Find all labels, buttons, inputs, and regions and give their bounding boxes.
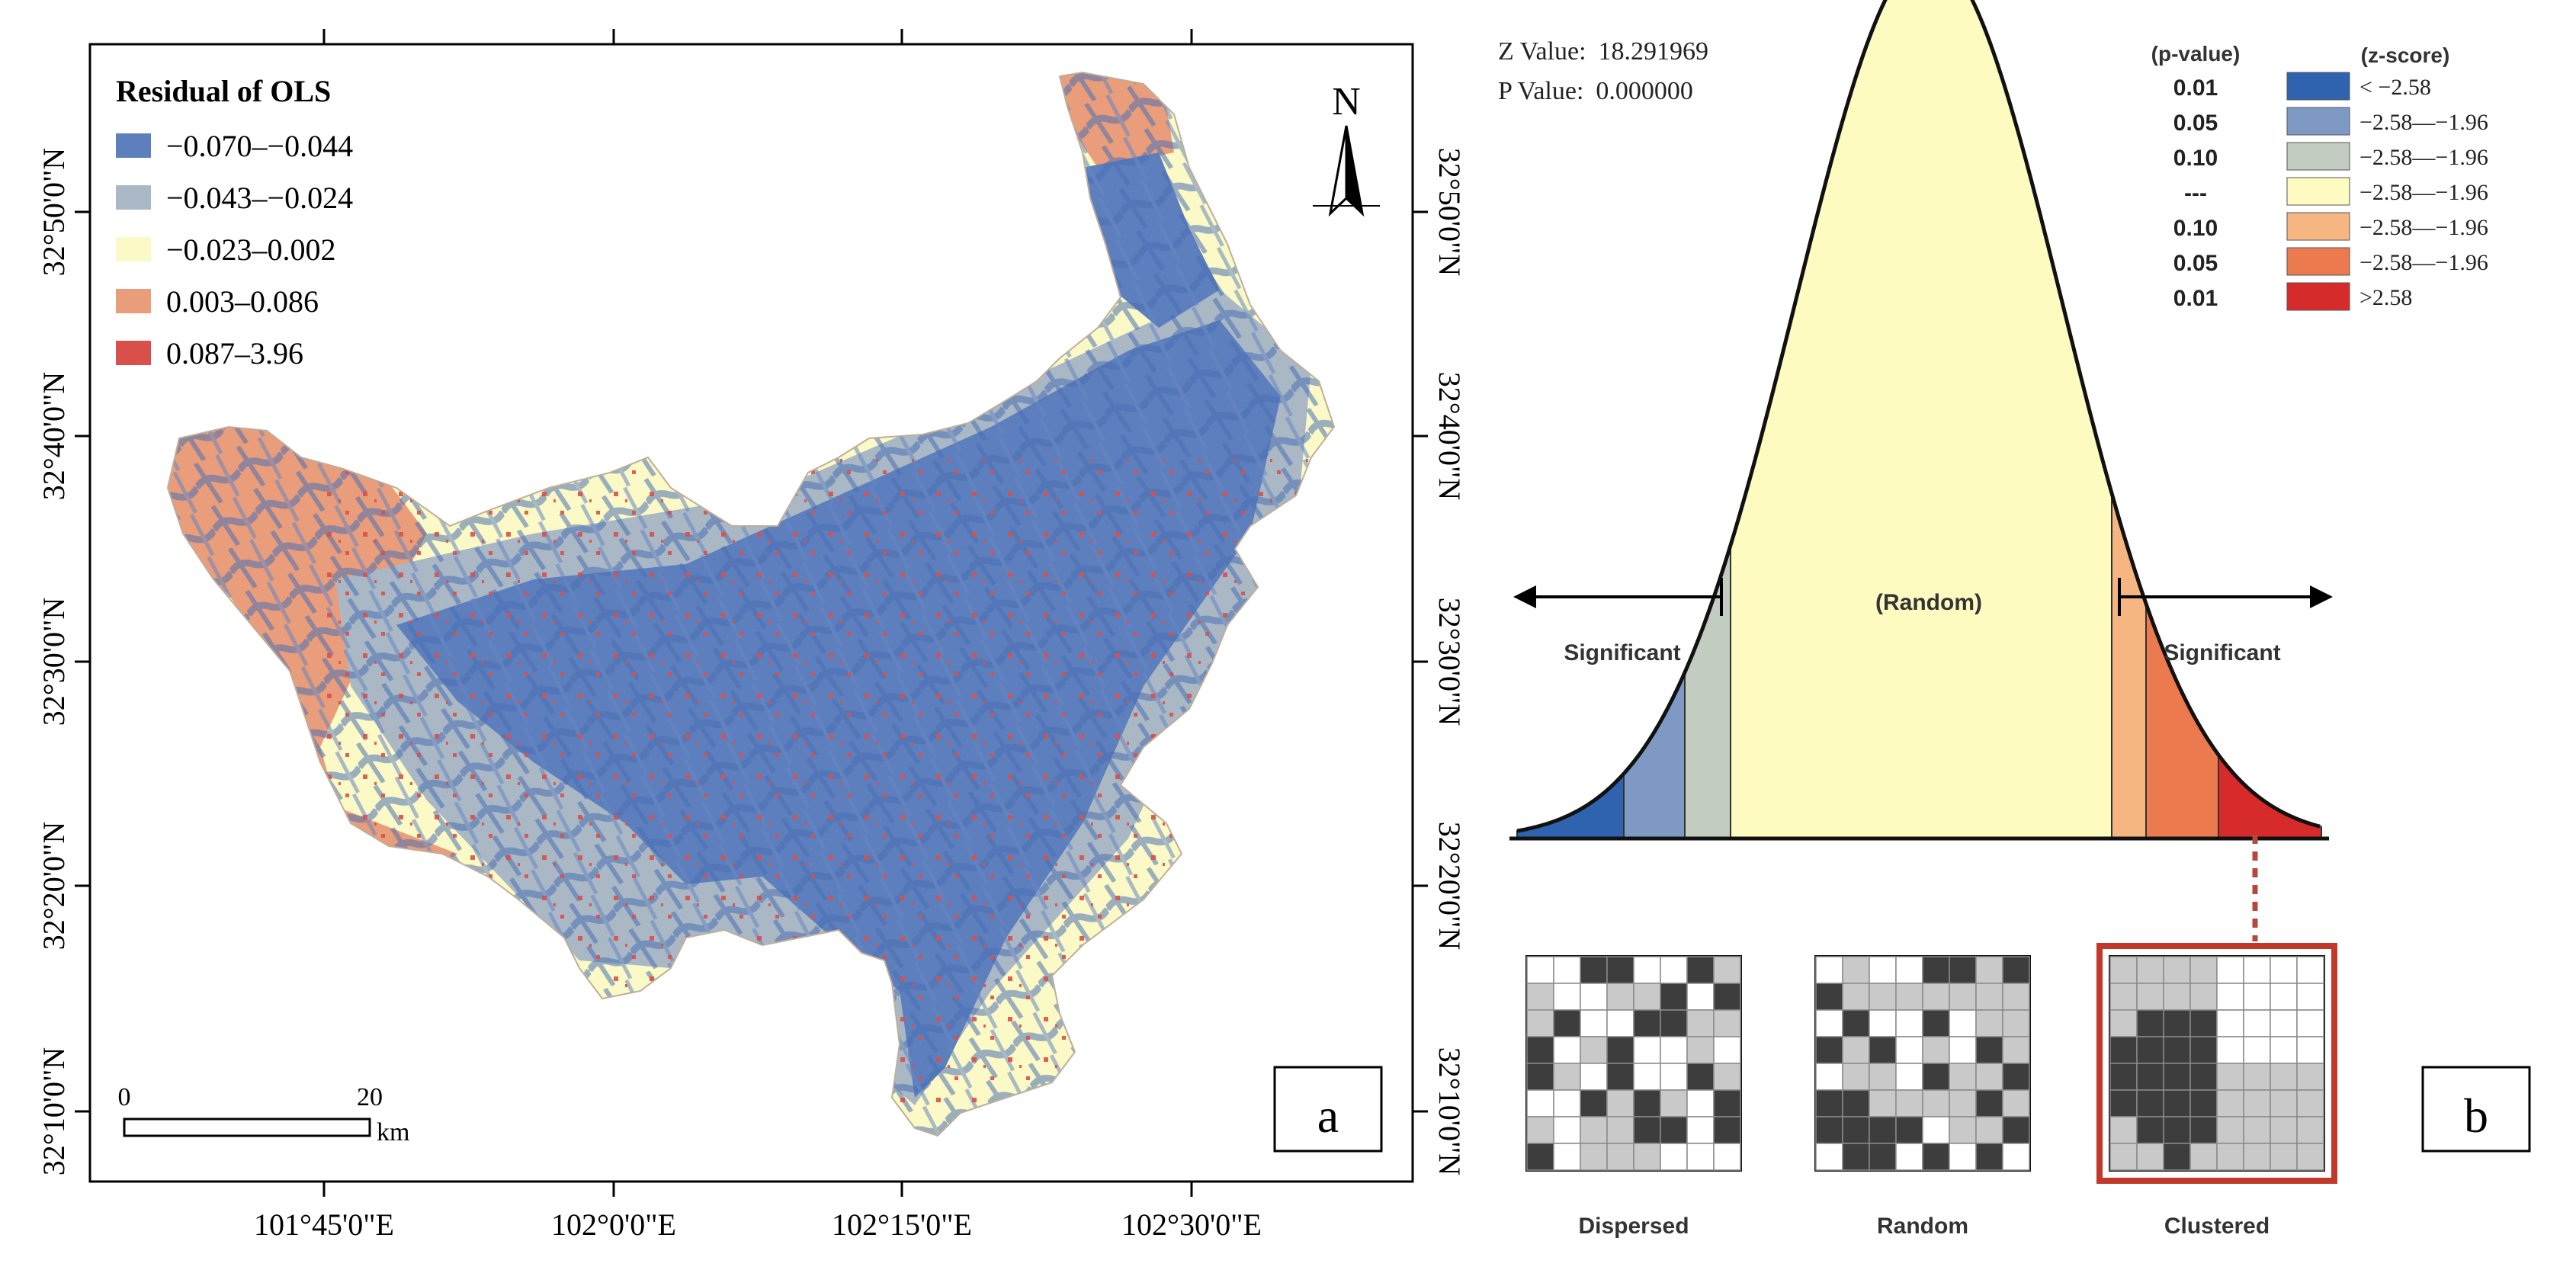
north-arrow-icon: N <box>1313 80 1380 217</box>
pattern-label: Random <box>1877 1214 1968 1239</box>
legend-swatch <box>116 133 151 158</box>
legend-item-label: −0.070–−0.044 <box>166 129 353 163</box>
panel-a-map: Residual of OLS −0.070–−0.044 −0.043–−0.0… <box>37 29 1467 1242</box>
z-score-entry: −2.58—−1.96 <box>2359 250 2488 275</box>
left-arrow-icon <box>1513 578 1723 616</box>
curve-region <box>1623 672 1686 839</box>
z-value-label: Z Value: 18.291969 <box>1498 37 1708 66</box>
latitude-label-right: 32°40'0"N <box>1432 372 1467 500</box>
scale-end: 20 <box>357 1083 383 1111</box>
scale-start: 0 <box>118 1083 131 1111</box>
panel-label-b: b <box>2464 1089 2488 1143</box>
longitude-label: 101°45'0"E <box>254 1207 394 1242</box>
legend-item-label: −0.023–0.002 <box>166 232 336 267</box>
z-legend-swatch <box>2286 282 2350 311</box>
significant-left: Significant <box>1564 640 1680 665</box>
legend-item-label: 0.003–0.086 <box>166 284 319 319</box>
z-legend-swatch <box>2286 107 2350 136</box>
curve-region <box>2218 752 2322 839</box>
longitude-label: 102°30'0"E <box>1121 1207 1262 1242</box>
latitude-label-left: 32°50'0"N <box>37 148 71 276</box>
scale-bar: 0 20 km <box>118 1083 410 1146</box>
legend-item-label: −0.043–−0.024 <box>166 181 353 215</box>
legend-item-label: 0.087–3.96 <box>166 336 303 370</box>
curve-region <box>2145 603 2219 839</box>
scale-unit: km <box>377 1118 409 1146</box>
panel-label-a: a <box>1317 1089 1339 1143</box>
panel-b-diagram: Z Value: 18.291969 P Value: 0.000000 (Rand… <box>1498 0 2531 1239</box>
significant-right: Significant <box>2164 640 2280 665</box>
z-score-entry: −2.58—−1.96 <box>2359 110 2488 135</box>
p-value-entry: 0.01 <box>2173 75 2218 101</box>
latitude-label-left: 32°30'0"N <box>37 598 71 726</box>
legend-swatch <box>116 237 151 261</box>
p-value-entry: 0.05 <box>2173 111 2218 136</box>
z-legend-swatch <box>2286 72 2350 101</box>
pattern-dispersed: Dispersed <box>1525 955 1742 1239</box>
panel-label-a-box <box>1273 1066 1383 1153</box>
pattern-label: Clustered <box>2164 1214 2270 1239</box>
z-score-legend: (p-value) (z-score) 0.01 < −2.58 0.05 −2.58… <box>2151 42 2488 311</box>
random-label: (Random) <box>1875 590 1982 615</box>
pattern-clustered: Clustered <box>2096 943 2337 1239</box>
curve-region <box>1730 0 2112 839</box>
z-legend-swatch <box>2286 212 2350 241</box>
legend-swatch <box>116 289 151 313</box>
panel-label-b-box <box>2421 1066 2531 1153</box>
pattern-thumbnails: Dispersed Random Clustered <box>1525 943 2337 1239</box>
z-legend-swatch <box>2286 177 2350 206</box>
latitude-label-right: 32°30'0"N <box>1432 598 1467 726</box>
pattern-label: Dispersed <box>1578 1214 1689 1239</box>
z-score-entry: −2.58—−1.96 <box>2359 180 2488 205</box>
latitude-label-left: 32°40'0"N <box>37 372 71 500</box>
normal-distribution-curve <box>1509 0 2329 841</box>
latitude-label-right: 32°10'0"N <box>1432 1047 1467 1175</box>
longitude-label: 102°0'0"E <box>551 1207 676 1242</box>
z-legend-swatch <box>2286 142 2350 171</box>
p-value-entry: 0.10 <box>2173 146 2218 171</box>
latitude-label-left: 32°20'0"N <box>37 822 71 950</box>
p-value-entry: 0.05 <box>2173 251 2218 276</box>
curve-region <box>1684 545 1731 839</box>
latitude-label-right: 32°50'0"N <box>1432 148 1467 276</box>
z-legend-swatch <box>2286 247 2350 276</box>
p-value-entry: --- <box>2184 181 2207 206</box>
legend-swatch <box>116 185 151 210</box>
north-label: N <box>1332 80 1361 123</box>
latitude-label-right: 32°20'0"N <box>1432 822 1467 950</box>
longitude-label: 102°15'0"E <box>832 1207 972 1242</box>
legend-title: Residual of OLS <box>116 74 331 108</box>
map-graticule: 101°45'0"E 102°0'0"E 102°15'0"E 102°30'0"E 3… <box>37 29 1467 1242</box>
z-score-entry: < −2.58 <box>2359 75 2431 100</box>
ols-legend: Residual of OLS −0.070–−0.044 −0.043–−0.0… <box>116 74 353 370</box>
p-value-header: (p-value) <box>2151 42 2241 66</box>
z-score-header: (z-score) <box>2361 43 2450 67</box>
latitude-label-left: 32°10'0"N <box>37 1047 71 1175</box>
p-value-entry: 0.10 <box>2173 216 2218 241</box>
z-score-entry: >2.58 <box>2359 285 2412 310</box>
p-value-label: P Value: 0.000000 <box>1498 77 1693 105</box>
basin-outline <box>166 71 1336 1137</box>
z-score-entry: −2.58—−1.96 <box>2359 215 2488 240</box>
right-arrow-icon <box>2118 578 2333 616</box>
pattern-random: Random <box>1814 955 2031 1239</box>
z-score-entry: −2.58—−1.96 <box>2359 145 2488 170</box>
legend-swatch <box>116 341 151 365</box>
p-value-entry: 0.01 <box>2173 286 2218 311</box>
